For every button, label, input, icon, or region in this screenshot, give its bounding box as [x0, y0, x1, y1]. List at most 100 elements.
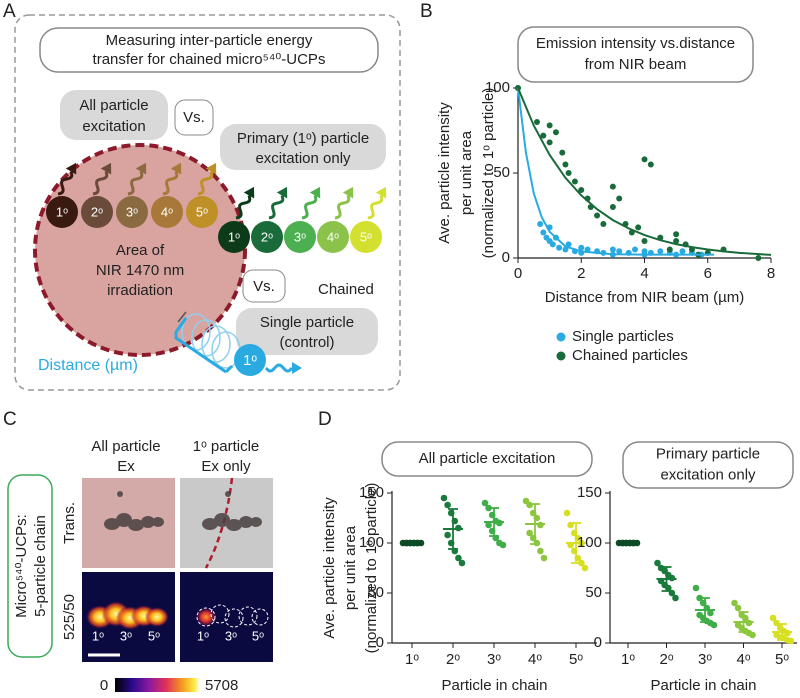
x-tick-label: 0: [514, 265, 522, 282]
data-point: [594, 212, 601, 219]
outline: [196, 607, 216, 627]
particle-label: 5ᵒ: [148, 628, 160, 643]
colorbar-label: 5708: [205, 677, 238, 694]
data-point: [641, 248, 648, 255]
chart-title: excitation only: [660, 466, 756, 483]
vs-label: Vs.: [253, 278, 275, 295]
chart-title: Emission intensity vs.distance: [536, 35, 735, 52]
emission-wave: [264, 363, 294, 373]
data-point: [458, 559, 466, 567]
arrowhead: [205, 162, 217, 175]
emission-wave: [268, 195, 285, 220]
arrowhead: [375, 186, 387, 199]
emission-arrow: [264, 362, 302, 374]
data-point: [734, 604, 742, 612]
data-point: [578, 244, 585, 251]
particle: [141, 516, 155, 528]
fit-line: [517, 87, 715, 256]
data-point: [616, 195, 623, 202]
x-tick-label: 3ᵒ: [487, 651, 501, 668]
title-box: [517, 26, 754, 83]
data-point: [444, 501, 451, 509]
data-point: [692, 584, 700, 592]
particle: [202, 518, 218, 530]
data-point: [440, 494, 448, 502]
arrowhead: [243, 186, 255, 199]
arrowhead: [170, 162, 182, 175]
x-tick-label: 4ᵒ: [528, 651, 542, 668]
particle: [151, 196, 183, 228]
chain-particles: 1ᵒ 2ᵒ 3ᵒ 4ᵒ 5ᵒ: [218, 186, 387, 253]
data-point: [635, 224, 642, 231]
particle-label: 5ᵒ: [360, 229, 372, 244]
data-point: [647, 161, 654, 168]
y-tick-label: 150: [577, 484, 602, 501]
y-tick-label: 0: [376, 634, 384, 651]
emission-image: [180, 572, 273, 662]
row-label: 525/50: [61, 594, 78, 640]
y-axis-label: per unit area: [458, 130, 475, 215]
particle-label: 3ᵒ: [225, 628, 237, 643]
data-point: [673, 231, 680, 238]
chained-label: Chained: [318, 281, 374, 298]
particle: [250, 517, 262, 527]
particle: [186, 196, 218, 228]
legend-marker: [556, 351, 566, 361]
arrowhead: [276, 186, 288, 199]
data-point: [755, 255, 762, 261]
arrowhead: [65, 162, 77, 175]
particle-label: 1ᵒ: [56, 204, 68, 219]
data-point: [559, 149, 566, 156]
data-point: [578, 187, 585, 193]
y-tick-label: 50: [585, 584, 602, 601]
x-tick-label: 5ᵒ: [569, 651, 583, 668]
panel-a: Measuring inter-particle energy transfer…: [14, 14, 401, 391]
irradiation-area: [33, 143, 247, 357]
particle-label: 3ᵒ: [120, 628, 132, 643]
data-point: [556, 244, 563, 251]
title-line: transfer for chained micro⁵⁴⁰-UCPs: [93, 51, 326, 68]
y-axis-label: (normalized to 1ᵒ particle): [480, 88, 497, 259]
x-tick-label: 1ᵒ: [405, 651, 419, 668]
irradiation-label: NIR 1470 nm: [96, 262, 184, 279]
particle-label: 1ᵒ: [197, 628, 209, 643]
data-point: [455, 554, 462, 562]
label-line: Primary (1ᵒ) particle: [237, 130, 369, 147]
data-point: [710, 621, 718, 629]
emission-wave: [197, 171, 214, 196]
x-tick-label: 2: [577, 265, 585, 282]
data-point: [578, 559, 585, 567]
chart: All particle excitation Ave. particle int…: [321, 441, 597, 694]
particle: [214, 513, 230, 527]
chart: Emission intensity vs.distance from NIR b…: [436, 26, 775, 364]
x-tick-label: 2ᵒ: [659, 651, 673, 668]
x-tick-label: 1ᵒ: [621, 651, 635, 668]
particle: [116, 196, 148, 228]
legend-label: Chained particles: [572, 347, 688, 364]
data-point: [481, 499, 489, 507]
x-tick-label: 4ᵒ: [736, 651, 750, 668]
data-point: [707, 609, 714, 617]
data-point: [549, 241, 556, 248]
panel-letter: B: [420, 1, 433, 22]
y-tick-label: 0: [502, 249, 510, 266]
debris: [117, 491, 123, 497]
data-point: [526, 501, 533, 509]
particle: [152, 517, 164, 527]
data-point: [616, 248, 623, 255]
particle: [128, 519, 144, 531]
legend-label: Single particles: [572, 328, 674, 345]
y-axis-label: per unit area: [342, 525, 359, 610]
particle: [218, 221, 250, 253]
data-point: [654, 559, 661, 567]
x-tick-label: 2ᵒ: [446, 651, 460, 668]
particle-label: 2ᵒ: [91, 204, 103, 219]
outline: [251, 608, 269, 626]
emission-wave: [162, 171, 179, 196]
particle: [317, 221, 349, 253]
row-label: Trans.: [61, 502, 78, 544]
data-point: [641, 238, 648, 244]
particle-label: 1ᵒ: [92, 628, 104, 643]
vs-label: Vs.: [183, 109, 205, 126]
